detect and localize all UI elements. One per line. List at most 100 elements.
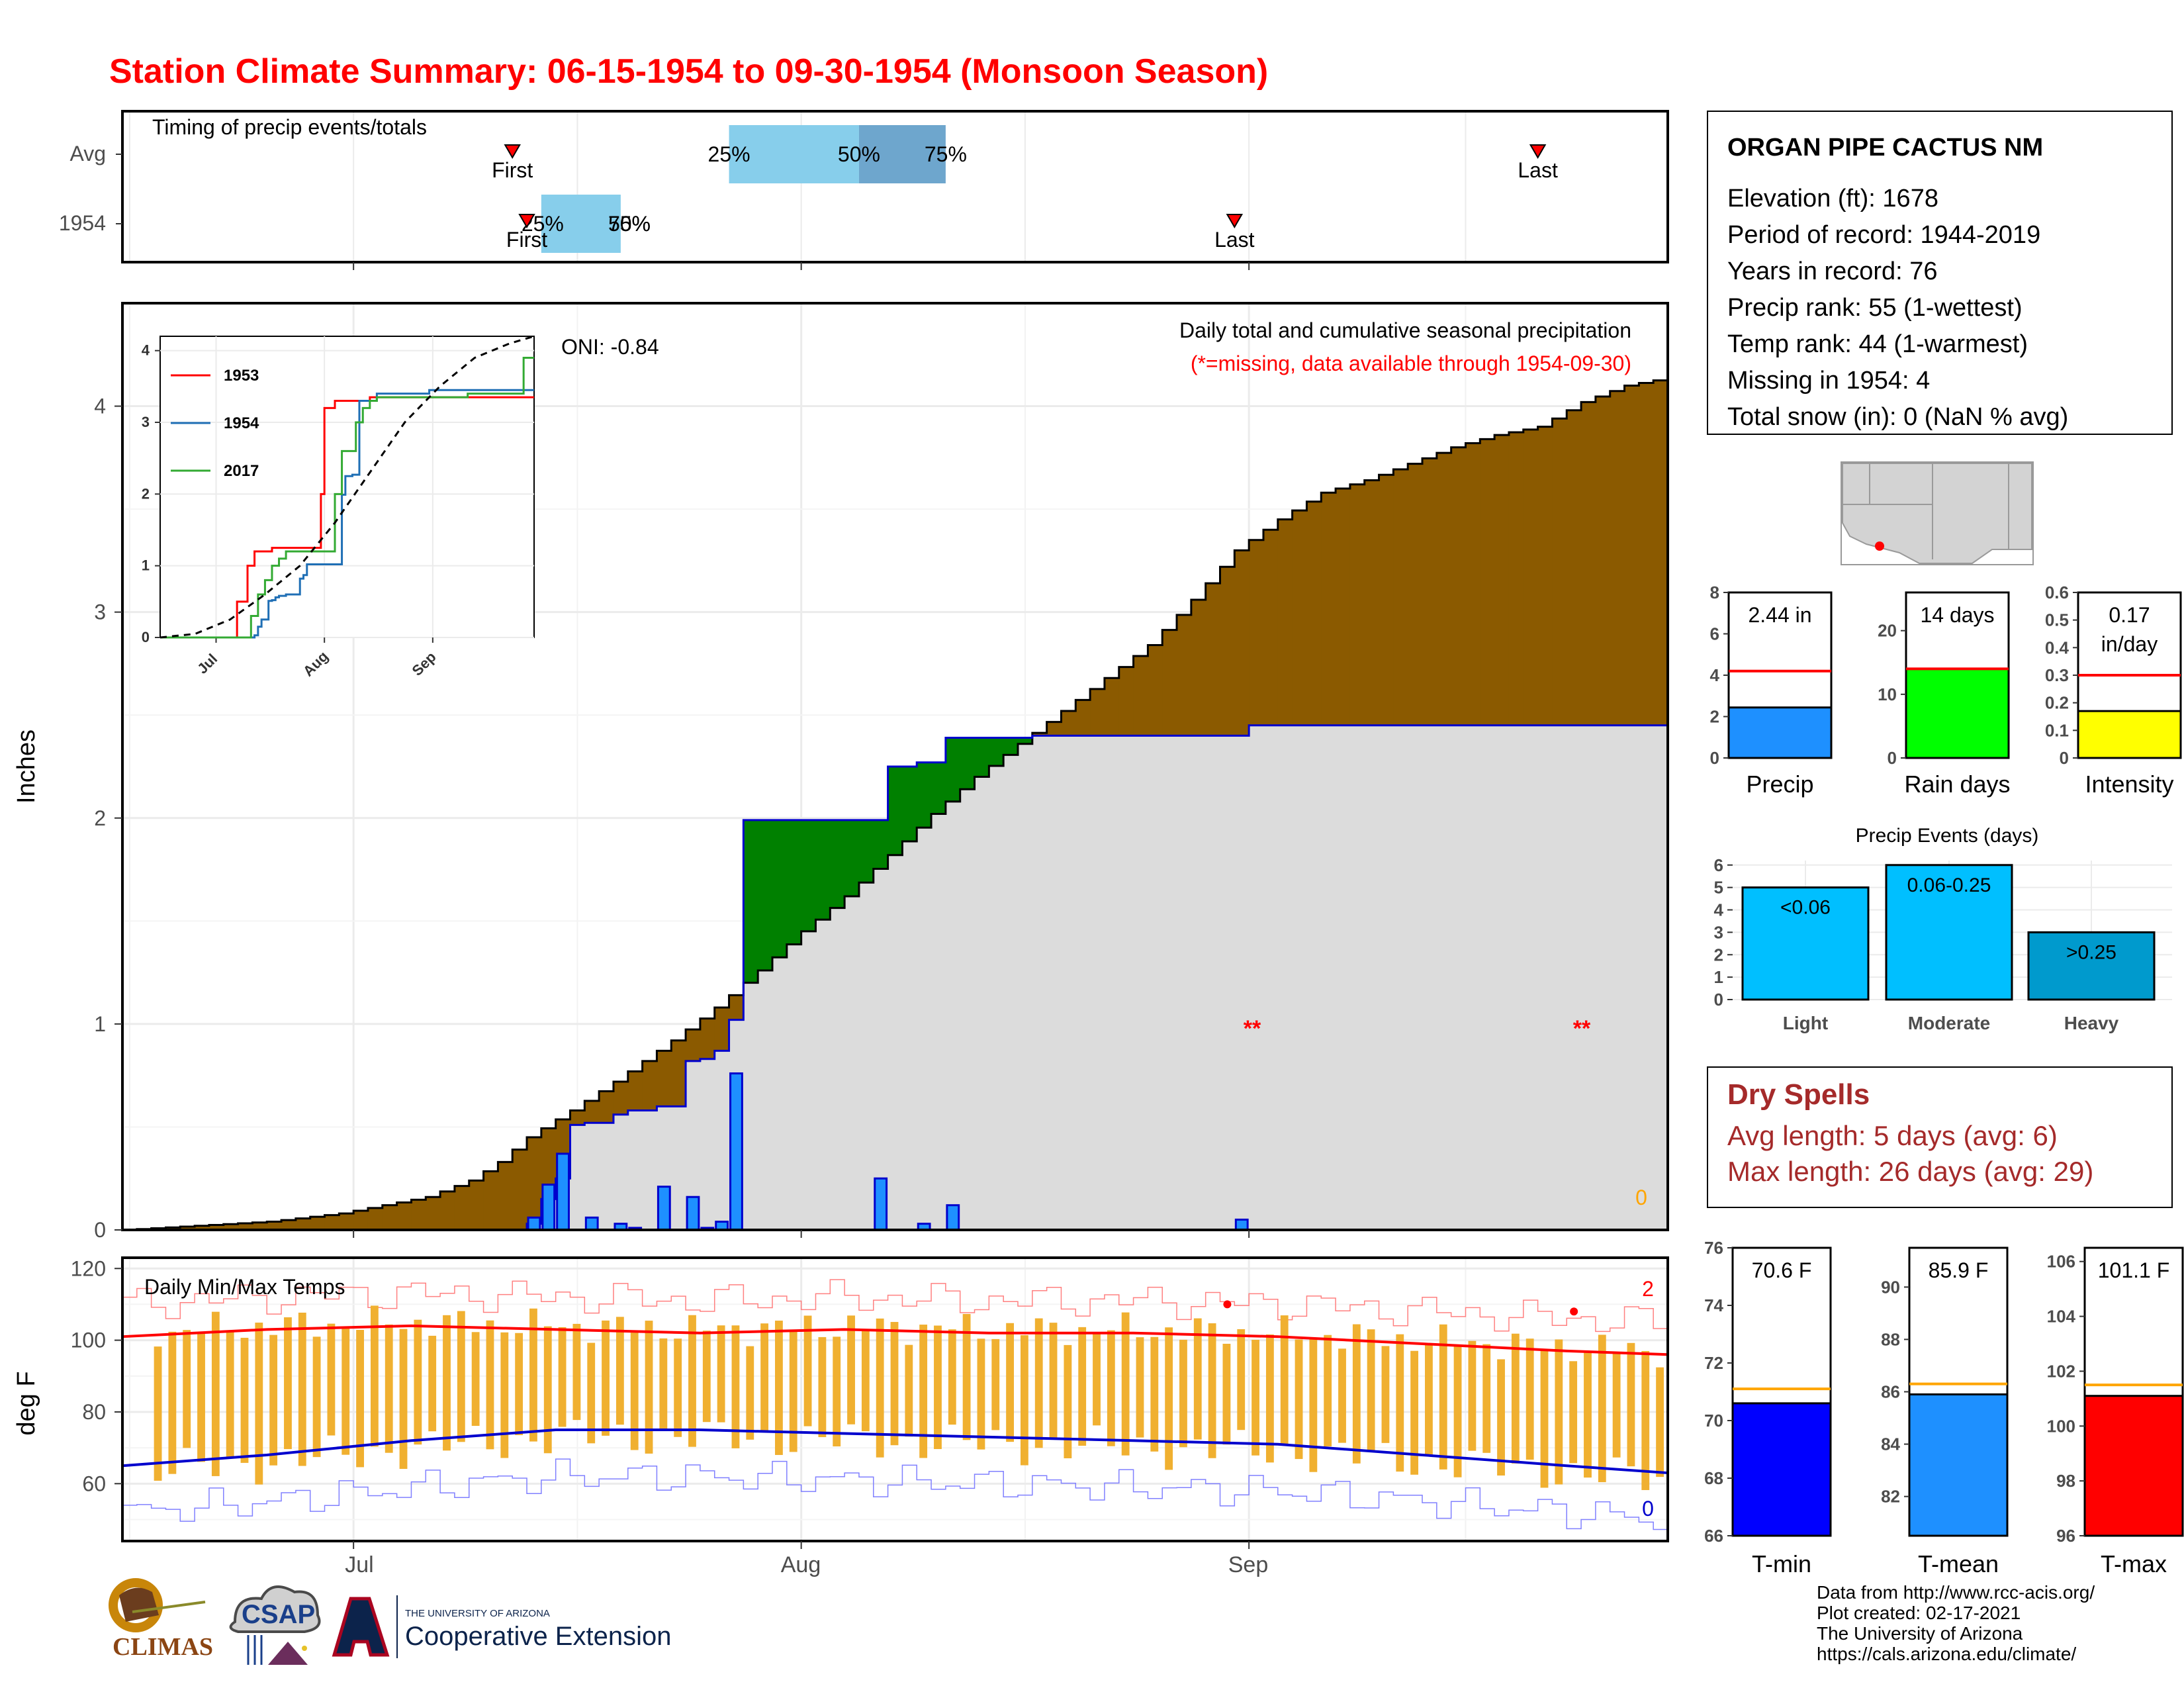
summary-raindays-y-tick-label: 0 — [1888, 748, 1897, 768]
credit-url: https://cals.arizona.edu/climate/ — [1817, 1644, 2077, 1664]
precip-surplus-fill — [902, 767, 917, 842]
credit-data-source: Data from http://www.rcc-acis.org/ — [1817, 1582, 2095, 1603]
map-landmass — [1842, 463, 2032, 564]
precip-daily-bar — [584, 1216, 599, 1231]
precip-surplus-fill — [844, 820, 860, 896]
precip-deficit-fill — [1624, 385, 1639, 726]
temp-daily-bar — [457, 1311, 465, 1442]
precip-deficit-fill — [1508, 432, 1524, 726]
precip-panel-frame — [121, 302, 1669, 1231]
precip-deficit-fill — [1148, 645, 1163, 736]
summary-tmax-y-tick-label: 98 — [2056, 1471, 2075, 1491]
precip-annotation-missing: (*=missing, data available through 1954-… — [1191, 352, 1631, 375]
temp-record-high-point — [1223, 1300, 1232, 1309]
summary-intensity-bar — [2077, 710, 2182, 759]
precip-surplus-fill — [917, 762, 932, 828]
missing-marker-sep1: ** — [1244, 1016, 1261, 1041]
precip-deficit-fill — [1234, 550, 1250, 736]
temp-daily-bar — [1324, 1335, 1332, 1447]
precip-deficit-fill — [1263, 530, 1279, 726]
summary-tmean-value-label: 85.9 F — [1929, 1258, 1989, 1282]
temp-daily-bar — [197, 1333, 205, 1462]
temp-daily-bar — [789, 1329, 797, 1452]
temp-daily-bar — [284, 1317, 292, 1450]
temp-daily-bar — [775, 1321, 783, 1455]
events-bar-light — [1741, 886, 1870, 1001]
precip-events-title: Precip Events (days) — [1856, 825, 2039, 847]
summary-precip-bar — [1727, 706, 1833, 759]
events-category-label: Moderate — [1908, 1013, 1990, 1033]
precip-deficit-fill — [310, 1217, 326, 1230]
temp-y-axis-title: deg F — [13, 1371, 40, 1435]
precip-surplus-fill — [960, 737, 976, 790]
precip-deficit-fill — [1075, 700, 1091, 736]
temp-daily-bar — [1136, 1337, 1144, 1438]
precip-avg-cumulative-line — [122, 379, 1668, 1231]
precip-deficit-fill — [1133, 656, 1148, 736]
precip-deficit-fill — [1364, 480, 1380, 726]
precip-surplus-fill — [743, 820, 758, 983]
temp-daily-bar — [702, 1331, 711, 1423]
station-temp-rank: Temp rank: 44 (1-warmest) — [1727, 330, 2028, 358]
inset-frame — [159, 336, 535, 638]
temp-record-low-line — [122, 1458, 1668, 1530]
precip-surplus-fill — [873, 820, 889, 869]
precip-deficit-fill — [1032, 733, 1048, 736]
summary-intensity-y-tick-label: 0 — [2060, 748, 2069, 768]
precip-deficit-fill — [1162, 630, 1177, 736]
summary-tmin-y-tick-label: 66 — [1704, 1526, 1723, 1546]
temp-daily-bar — [168, 1331, 177, 1474]
precip-y-tick-label: 2 — [94, 806, 106, 830]
temp-daily-bar — [1511, 1333, 1520, 1464]
temp-daily-bar — [602, 1320, 610, 1436]
precip-deficit-fill — [267, 1221, 282, 1230]
precip-y-axis: 0 1 2 3 4 — [94, 395, 1250, 1242]
temp-daily-bar — [1439, 1324, 1447, 1470]
precip-y-tick-label: 4 — [94, 395, 106, 418]
temp-record-high-point — [1570, 1307, 1578, 1316]
temp-daily-bar — [240, 1337, 249, 1463]
summary-raindays-category-label: Rain days — [1904, 771, 2010, 798]
temp-daily-bar — [645, 1321, 653, 1454]
temp-daily-bar — [934, 1325, 942, 1450]
footer-credits: Data from http://www.rcc-acis.org/ Plot … — [1817, 1582, 2174, 1664]
summary-raindays-y-tick-label: 20 — [1878, 621, 1897, 641]
precip-deficit-fill — [1537, 426, 1553, 726]
precip-surplus-fill — [801, 820, 817, 931]
precip-y-tick-label: 0 — [94, 1218, 106, 1242]
temp-daily-bar — [1295, 1339, 1303, 1460]
inset-lines — [159, 335, 535, 639]
precip-deficit-fill — [527, 1137, 542, 1224]
temp-daily-bar — [1265, 1334, 1274, 1463]
summary-intensity-y-tick-label: 0.2 — [2045, 693, 2069, 713]
precip-surplus-fill — [945, 737, 961, 802]
summary-tmean-y-tick-label: 86 — [1881, 1382, 1900, 1402]
precip-daily-bar — [556, 1152, 570, 1231]
summary-tmin-y-tick-label: 72 — [1704, 1353, 1723, 1373]
climas-logo: CLIMAS — [109, 1578, 213, 1661]
precip-deficit-fill — [396, 1202, 412, 1230]
temp-daily-bar — [1064, 1344, 1072, 1458]
temp-daily-bar — [1093, 1332, 1101, 1426]
temp-daily-bar — [1584, 1352, 1592, 1478]
precip-daily-bar — [1234, 1218, 1249, 1231]
precip-y-axis-title: Inches — [13, 729, 40, 804]
precip-surplus-fill — [758, 820, 773, 970]
precip-daily-bar — [874, 1177, 888, 1231]
temp-daily-bar — [746, 1346, 754, 1440]
precip-deficit-fill — [1523, 429, 1539, 726]
temp-daily-bar — [659, 1338, 668, 1429]
temp-daily-bar — [1222, 1343, 1231, 1445]
precip-deficit-fill — [512, 1149, 527, 1230]
temp-daily-bar — [572, 1323, 581, 1421]
temp-daily-bar — [312, 1336, 321, 1458]
summary-tmin-value-label: 70.6 F — [1752, 1258, 1812, 1282]
events-category-label: Heavy — [2064, 1013, 2119, 1033]
precip-deficit-fill — [700, 1018, 715, 1059]
timing-avg-last-marker — [1529, 144, 1547, 159]
temp-daily-bar — [1367, 1329, 1375, 1452]
dry-spells-title: Dry Spells — [1727, 1078, 1870, 1111]
station-missing: Missing in 1954: 4 — [1727, 367, 1930, 395]
